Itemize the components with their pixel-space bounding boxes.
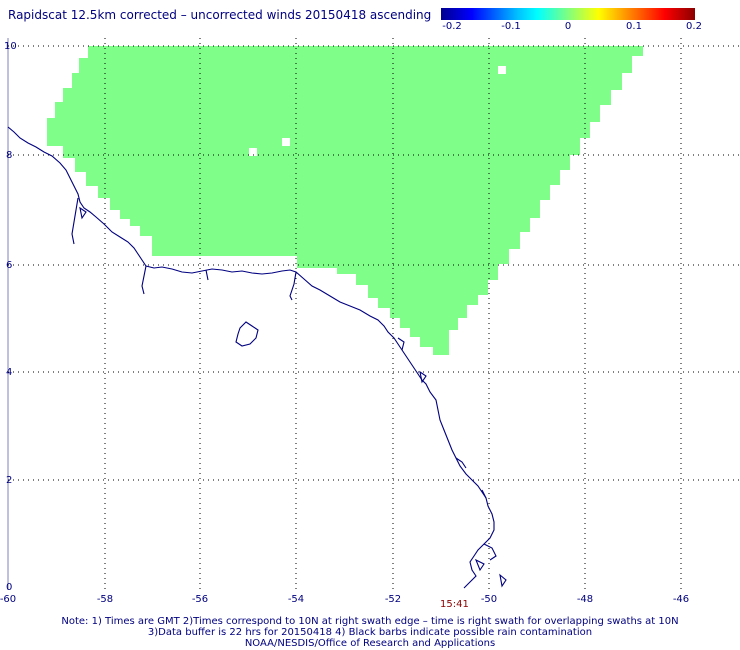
colorbar-label: 0 xyxy=(564,21,572,32)
y-tick-label: 4 xyxy=(6,367,12,378)
x-tick-label: -50 xyxy=(481,594,497,605)
note-line-3: NOAA/NESDIS/Office of Research and Appli… xyxy=(244,638,496,649)
colorbar xyxy=(441,8,695,20)
x-tick-label: -52 xyxy=(385,594,401,605)
pass-time-label: 15:41 xyxy=(440,599,469,610)
colorbar-label: 0.2 xyxy=(686,21,702,32)
y-tick-label: 0 xyxy=(6,582,12,593)
x-tick-label: -54 xyxy=(288,594,304,605)
map-title: Rapidscat 12.5km corrected – uncorrected… xyxy=(8,8,432,22)
colorbar-label: -0.2 xyxy=(442,21,462,32)
swath-gap xyxy=(498,66,506,74)
x-tick-label: -60 xyxy=(0,594,16,605)
x-axis-labels: -60 -58 -56 -54 -52 -50 -48 -46 xyxy=(0,594,689,605)
x-tick-label: -56 xyxy=(192,594,208,605)
y-tick-label: 2 xyxy=(6,475,12,486)
x-tick-label: -58 xyxy=(97,594,113,605)
swath-region xyxy=(47,46,643,355)
y-tick-label: 10 xyxy=(4,41,17,52)
colorbar-label: 0.1 xyxy=(626,21,642,32)
colorbar-label: -0.1 xyxy=(501,21,521,32)
x-tick-label: -46 xyxy=(673,594,689,605)
y-tick-label: 8 xyxy=(6,150,12,161)
note-line-2: 3)Data buffer is 22 hrs for 20150418 4) … xyxy=(147,627,593,638)
y-axis-labels: 0 2 4 6 8 10 xyxy=(4,41,17,593)
note-line-1: Note: 1) Times are GMT 2)Times correspon… xyxy=(61,616,679,627)
swath-gap xyxy=(249,148,257,156)
grid xyxy=(8,38,740,590)
x-tick-label: -48 xyxy=(577,594,593,605)
swath-gap xyxy=(282,138,290,146)
coastline xyxy=(7,126,507,589)
y-tick-label: 6 xyxy=(6,260,12,271)
